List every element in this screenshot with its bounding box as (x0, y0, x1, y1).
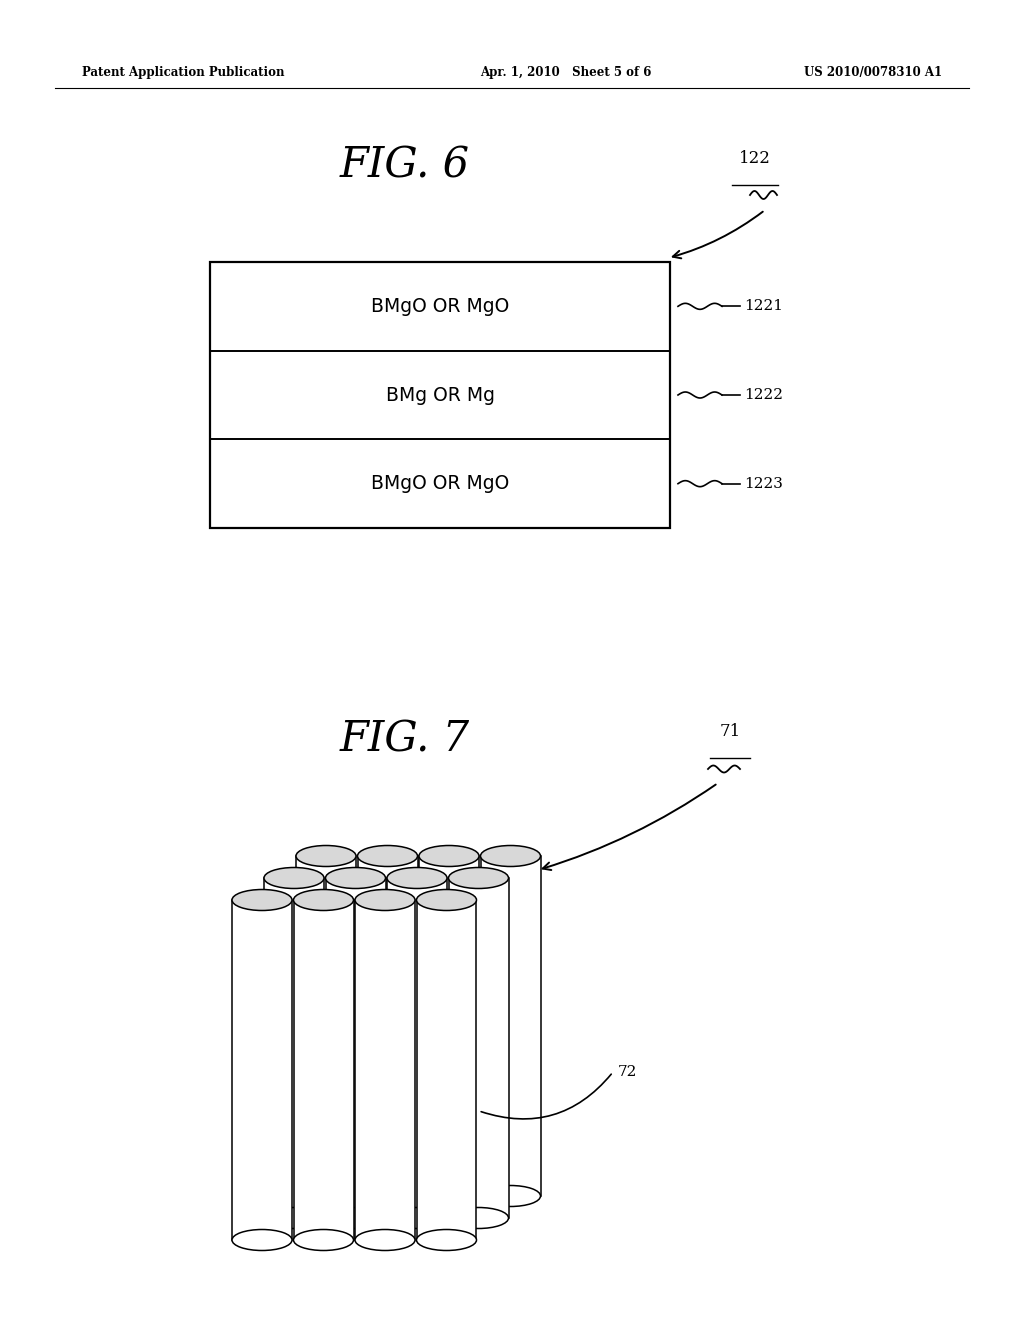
Text: FIG. 6: FIG. 6 (340, 145, 470, 187)
Bar (210, 261, 670, 528)
Ellipse shape (357, 1185, 418, 1206)
Ellipse shape (419, 846, 479, 866)
Bar (294, 900, 353, 1239)
Ellipse shape (419, 1185, 479, 1206)
FancyArrowPatch shape (481, 1074, 611, 1119)
Text: US 2010/0078310 A1: US 2010/0078310 A1 (804, 66, 942, 78)
Ellipse shape (264, 1208, 324, 1229)
Text: 1223: 1223 (744, 477, 783, 491)
Ellipse shape (387, 1208, 447, 1229)
Bar (264, 878, 324, 1218)
Bar (480, 855, 541, 1196)
Bar (326, 878, 385, 1218)
Ellipse shape (264, 867, 324, 888)
Bar (417, 900, 476, 1239)
Ellipse shape (480, 846, 541, 866)
FancyArrowPatch shape (543, 784, 716, 870)
Ellipse shape (449, 1208, 509, 1229)
Bar (419, 855, 479, 1196)
Ellipse shape (326, 1208, 385, 1229)
Ellipse shape (387, 867, 447, 888)
Text: Patent Application Publication: Patent Application Publication (82, 66, 285, 78)
Ellipse shape (357, 846, 418, 866)
Text: 71: 71 (720, 723, 740, 741)
Ellipse shape (417, 890, 476, 911)
Text: BMgO OR MgO: BMgO OR MgO (371, 474, 509, 494)
Text: 72: 72 (618, 1065, 637, 1078)
Text: BMgO OR MgO: BMgO OR MgO (371, 297, 509, 315)
Text: 122: 122 (739, 150, 771, 168)
FancyArrowPatch shape (673, 211, 763, 259)
Ellipse shape (296, 1185, 356, 1206)
Ellipse shape (232, 1229, 292, 1250)
Bar (449, 878, 509, 1218)
Bar (232, 900, 292, 1239)
Ellipse shape (449, 867, 509, 888)
Ellipse shape (326, 867, 385, 888)
Text: Apr. 1, 2010   Sheet 5 of 6: Apr. 1, 2010 Sheet 5 of 6 (480, 66, 651, 78)
Bar (355, 900, 415, 1239)
Ellipse shape (296, 846, 356, 866)
Text: FIG. 7: FIG. 7 (340, 718, 470, 760)
Bar (387, 878, 447, 1218)
Text: 1222: 1222 (744, 388, 783, 403)
Ellipse shape (294, 890, 353, 911)
Ellipse shape (417, 1229, 476, 1250)
Ellipse shape (355, 1229, 415, 1250)
Text: BMg OR Mg: BMg OR Mg (385, 385, 495, 404)
Text: 1221: 1221 (744, 300, 783, 313)
Bar (296, 855, 356, 1196)
Ellipse shape (294, 1229, 353, 1250)
Ellipse shape (355, 890, 415, 911)
Ellipse shape (232, 890, 292, 911)
Ellipse shape (480, 1185, 541, 1206)
Bar (357, 855, 418, 1196)
